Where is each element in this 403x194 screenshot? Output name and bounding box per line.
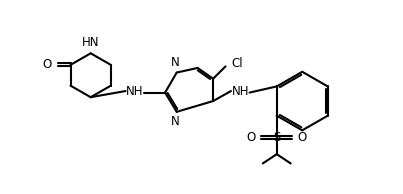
Text: O: O <box>247 131 256 144</box>
Text: HN: HN <box>82 36 100 49</box>
Text: Cl: Cl <box>231 57 243 70</box>
Text: NH: NH <box>126 85 143 98</box>
Text: N: N <box>171 56 179 69</box>
Text: S: S <box>273 131 280 144</box>
Text: O: O <box>43 58 52 71</box>
Text: O: O <box>298 131 307 144</box>
Text: N: N <box>171 115 179 128</box>
Text: NH: NH <box>231 85 249 98</box>
